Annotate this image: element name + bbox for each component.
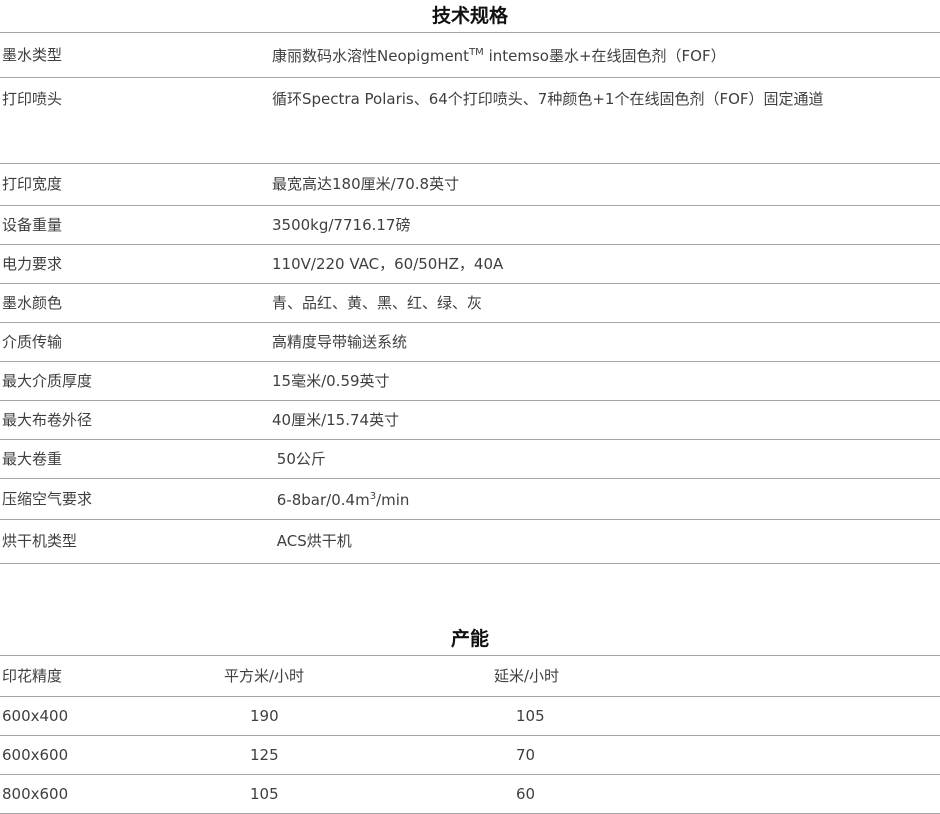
spec-label: 设备重量 xyxy=(0,205,270,245)
spec-label: 烘干机类型 xyxy=(0,519,270,564)
capacity-header-row: 印花精度 平方米/小时 延米/小时 xyxy=(0,655,940,697)
specs-section-title: 技术规格 xyxy=(0,0,940,33)
spec-value-text: 15毫米/0.59英寸 xyxy=(272,371,390,390)
sqm-cell: 105 xyxy=(222,774,492,814)
capacity-section-title: 产能 xyxy=(0,623,940,656)
spec-value: 循环Spectra Polaris、64个打印喷头、7种颜色+1个在线固色剂（F… xyxy=(270,77,940,164)
sqm-cell: 125 xyxy=(222,735,492,775)
table-row: 600x600 125 70 xyxy=(0,735,940,775)
table-row: 600x400 190 105 xyxy=(0,696,940,736)
spec-value-text: 最宽高达180厘米/70.8英寸 xyxy=(272,175,460,193)
spec-label: 介质传输 xyxy=(0,322,270,362)
spec-value-text: 康丽数码水溶性Neopigment xyxy=(272,47,470,66)
table-row: 最大卷重 50公斤 xyxy=(0,439,940,479)
linear-m-cell: 60 xyxy=(492,774,940,814)
spec-label: 打印宽度 xyxy=(0,163,270,206)
spec-value: 康丽数码水溶性NeopigmentTM intemso墨水+在线固色剂（FOF） xyxy=(270,33,940,78)
spec-value: 40厘米/15.74英寸 xyxy=(270,400,940,440)
spec-value-text: 高精度导带输送系统 xyxy=(272,332,408,351)
table-row: 最大布卷外径 40厘米/15.74英寸 xyxy=(0,400,940,440)
spec-value-text: 110V/220 VAC，60/50HZ，40A xyxy=(272,254,504,273)
linear-m-cell: 70 xyxy=(492,735,940,775)
spec-label: 电力要求 xyxy=(0,244,270,284)
table-row: 800x600 105 60 xyxy=(0,774,940,814)
spec-value: 110V/220 VAC，60/50HZ，40A xyxy=(270,244,940,284)
table-row: 墨水类型 康丽数码水溶性NeopigmentTM intemso墨水+在线固色剂… xyxy=(0,33,940,78)
column-header-resolution: 印花精度 xyxy=(0,655,222,697)
spec-value-text: /min xyxy=(376,491,410,509)
spec-value: 6-8bar/0.4m3/min xyxy=(270,478,940,520)
spec-value-text: intemso墨水+在线固色剂（FOF） xyxy=(483,47,726,66)
capacity-table: 印花精度 平方米/小时 延米/小时 600x400 190 105 600x60… xyxy=(0,655,940,814)
table-row: 打印宽度 最宽高达180厘米/70.8英寸 xyxy=(0,163,940,206)
table-row: 介质传输 高精度导带输送系统 xyxy=(0,322,940,362)
spec-label: 墨水类型 xyxy=(0,33,270,78)
spec-value-text: 循环Spectra Polaris、64个打印喷头、7种颜色+1个在线固色剂（F… xyxy=(272,89,824,108)
resolution-cell: 800x600 xyxy=(0,774,222,814)
table-row: 最大介质厚度 15毫米/0.59英寸 xyxy=(0,361,940,401)
table-row: 压缩空气要求 6-8bar/0.4m3/min xyxy=(0,478,940,520)
spec-value: 最宽高达180厘米/70.8英寸 xyxy=(270,163,940,206)
spec-value-text: 青、品红、黄、黑、红、绿、灰 xyxy=(272,293,483,312)
spec-label: 最大布卷外径 xyxy=(0,400,270,440)
table-row: 打印喷头 循环Spectra Polaris、64个打印喷头、7种颜色+1个在线… xyxy=(0,77,940,164)
spec-label: 最大介质厚度 xyxy=(0,361,270,401)
table-row: 烘干机类型 ACS烘干机 xyxy=(0,519,940,564)
spec-label: 压缩空气要求 xyxy=(0,478,270,520)
spec-value: 3500kg/7716.17磅 xyxy=(270,205,940,245)
spec-value: 50公斤 xyxy=(270,439,940,479)
spec-label: 墨水颜色 xyxy=(0,283,270,323)
spec-value-text: 6-8bar/0.4m xyxy=(272,491,370,509)
sqm-cell: 190 xyxy=(222,696,492,736)
resolution-cell: 600x400 xyxy=(0,696,222,736)
superscript-text: 3 xyxy=(369,491,377,502)
spec-value-text: 50公斤 xyxy=(272,449,326,468)
spec-value-text: ACS烘干机 xyxy=(272,532,352,550)
specs-table: 墨水类型 康丽数码水溶性NeopigmentTM intemso墨水+在线固色剂… xyxy=(0,33,940,564)
table-row: 墨水颜色 青、品红、黄、黑、红、绿、灰 xyxy=(0,283,940,323)
spec-value: ACS烘干机 xyxy=(270,519,940,564)
spec-label: 打印喷头 xyxy=(0,77,270,164)
spec-label: 最大卷重 xyxy=(0,439,270,479)
linear-m-cell: 105 xyxy=(492,696,940,736)
spec-value-text: 3500kg/7716.17磅 xyxy=(272,215,411,234)
column-header-linear-m-per-hour: 延米/小时 xyxy=(492,655,940,697)
spec-value: 青、品红、黄、黑、红、绿、灰 xyxy=(270,283,940,323)
spec-value: 15毫米/0.59英寸 xyxy=(270,361,940,401)
table-row: 设备重量 3500kg/7716.17磅 xyxy=(0,205,940,245)
column-header-sqm-per-hour: 平方米/小时 xyxy=(222,655,492,697)
spec-value-text: 40厘米/15.74英寸 xyxy=(272,410,400,429)
resolution-cell: 600x600 xyxy=(0,735,222,775)
superscript-text: TM xyxy=(469,47,484,59)
spec-value: 高精度导带输送系统 xyxy=(270,322,940,362)
table-row: 电力要求 110V/220 VAC，60/50HZ，40A xyxy=(0,244,940,284)
